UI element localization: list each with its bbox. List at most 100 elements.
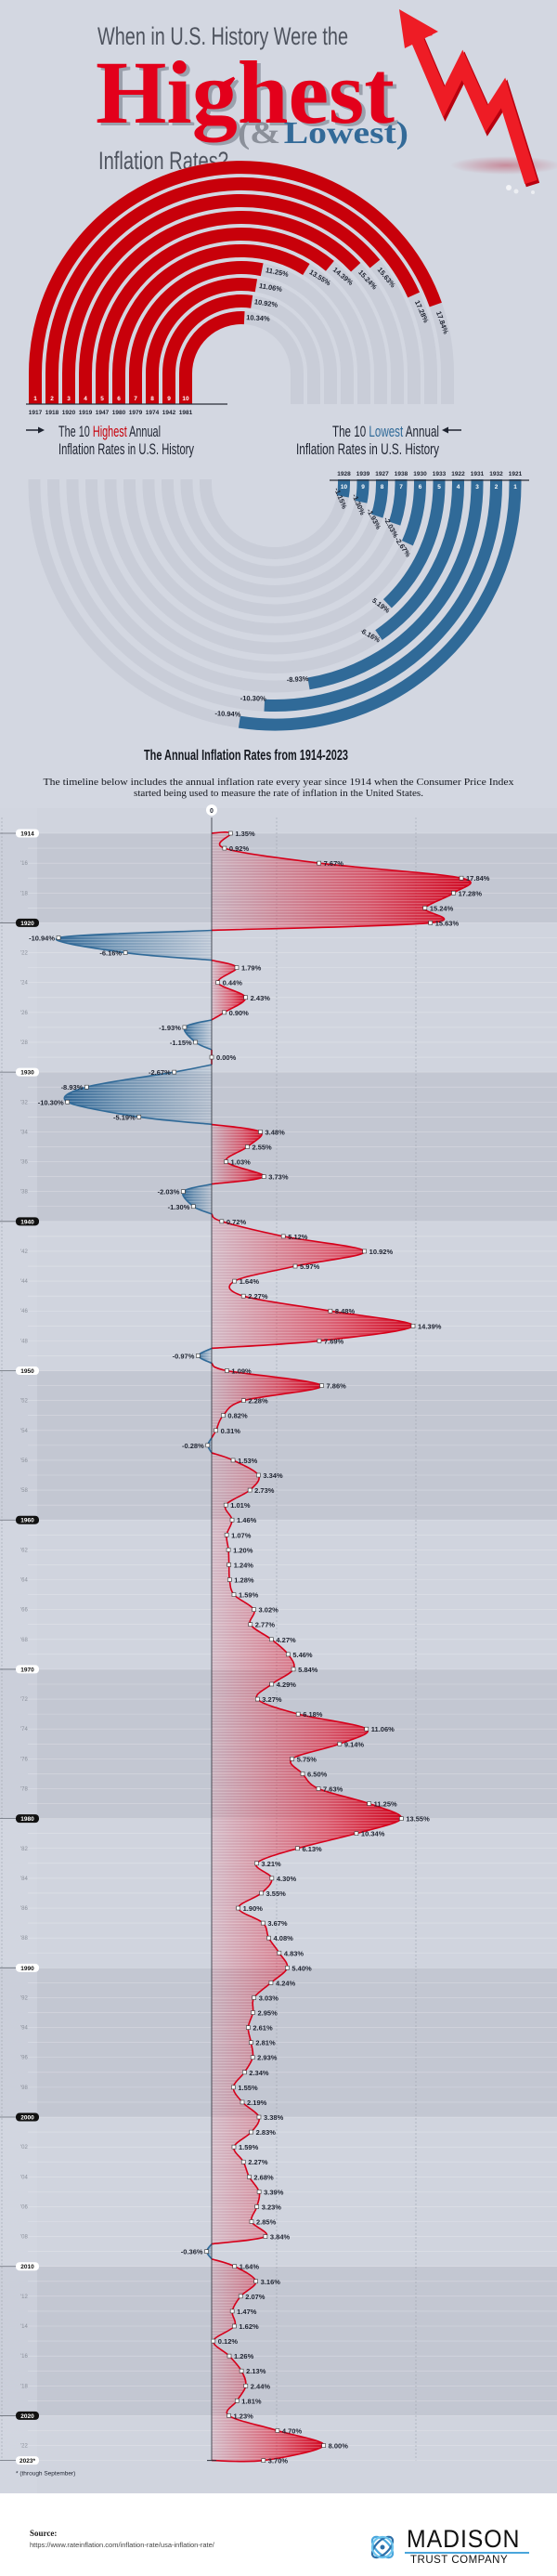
arc-value-label: 11.06% [258, 281, 282, 294]
timeline-description-line2: started being used to measure the rate o… [134, 789, 423, 799]
decade-label: 1960 [20, 1518, 34, 1524]
data-label-1930: -2.67% [149, 1068, 171, 1077]
year-label: 1938 [395, 471, 408, 477]
data-label-1995: 2.81% [255, 2039, 276, 2047]
data-point-1976 [290, 1757, 295, 1761]
year-label: 1917 [29, 410, 43, 416]
data-label-1969: 5.46% [292, 1651, 313, 1659]
data-label-2006: 3.23% [262, 2203, 282, 2211]
timeline-title: The Annual Inflation Rates from 1914-202… [144, 748, 348, 764]
data-point-2002 [231, 2144, 237, 2150]
data-point-1988 [266, 1935, 271, 1941]
year-tick-label: '48 [20, 1339, 28, 1344]
year-label: 1947 [96, 410, 110, 416]
data-label-1915: 0.92% [229, 844, 250, 853]
year-label: 1974 [146, 410, 160, 416]
ribbon-texture [64, 1065, 213, 1125]
data-point-2012 [238, 2294, 243, 2299]
data-label-2004: 2.68% [253, 2173, 274, 2181]
data-label-2021: 4.70% [282, 2426, 303, 2435]
year-tick-label: '74 [20, 1727, 28, 1733]
data-label-1948: 7.69% [324, 1337, 344, 1345]
title-line1: When in U.S. History Were the [97, 22, 348, 50]
year-tick-label: '14 [20, 2324, 28, 2330]
data-point-1934 [258, 1130, 263, 1134]
rank-label: 7 [134, 396, 137, 402]
year-tick-label: '06 [20, 2204, 28, 2210]
arc-bar-1927 [370, 479, 388, 518]
year-label: 1921 [509, 471, 523, 477]
data-label-1955: -0.28% [182, 1442, 204, 1450]
data-point-1974 [364, 1726, 369, 1732]
data-point-1963 [227, 1563, 231, 1567]
decade-label: 2023* [19, 2458, 35, 2465]
data-point-1953 [221, 1413, 226, 1419]
data-label-1946: 8.48% [335, 1307, 356, 1315]
decade-label: 1920 [20, 921, 34, 927]
data-label-1982: 6.13% [302, 1845, 322, 1853]
data-label-2002: 1.59% [239, 2143, 259, 2151]
data-point-2018 [243, 2383, 249, 2388]
year-tick-label: '08 [20, 2235, 28, 2241]
data-point-1978 [316, 1786, 321, 1791]
data-label-2019: 1.81% [241, 2397, 262, 2405]
amp: & [250, 116, 280, 150]
year-label: 1922 [451, 471, 465, 477]
ribbon-edge [181, 1183, 213, 1215]
data-point-1941 [280, 1234, 286, 1239]
decade-pill [16, 1515, 39, 1524]
data-label-1926: 0.90% [229, 1009, 250, 1017]
data-point-1992 [252, 1995, 256, 2000]
decade-label: 2020 [20, 2413, 34, 2420]
data-point-1955 [205, 1443, 211, 1448]
data-point-1919 [422, 906, 428, 910]
data-point-1918 [451, 890, 456, 896]
year-label: 1942 [162, 410, 176, 416]
data-point-2014 [232, 2323, 237, 2329]
data-label-1943: 5.97% [300, 1262, 320, 1271]
data-label-1937: 3.73% [268, 1173, 289, 1182]
rank-label: 1 [33, 396, 37, 402]
rank-label: 9 [361, 484, 365, 490]
data-point-1958 [247, 1487, 253, 1493]
data-label-1936: 1.03% [231, 1158, 252, 1167]
data-point-1940 [219, 1219, 225, 1224]
ribbon-texture [198, 1348, 212, 1364]
data-point-1950 [225, 1368, 229, 1373]
data-point-1986 [236, 1905, 240, 1911]
data-point-1972 [255, 1696, 260, 1702]
data-label-1977: 6.50% [307, 1770, 328, 1778]
data-label-1963: 1.24% [234, 1561, 254, 1569]
source-link[interactable]: https://www.rateinflation.com/inflation-… [30, 2541, 214, 2549]
arrow-right-icon [26, 426, 45, 434]
data-point-1917 [459, 875, 464, 881]
data-point-1935 [245, 1144, 250, 1149]
data-point-2001 [249, 2129, 253, 2135]
data-point-1933 [136, 1115, 142, 1119]
data-label-2009: -0.36% [181, 2248, 203, 2256]
decade-label: 1970 [20, 1667, 34, 1673]
data-label-1942: 10.92% [369, 1248, 394, 1256]
data-point-1916 [317, 860, 321, 866]
year-tick-label: '02 [20, 2145, 28, 2151]
left-fade [0, 808, 37, 2493]
data-label-1983: 3.21% [261, 1860, 281, 1868]
year-tick-label: '34 [20, 1130, 28, 1135]
data-point-2004 [247, 2175, 252, 2179]
data-label-2020: 1.23% [234, 2412, 254, 2420]
highest-caption-pre: The 10 [58, 423, 93, 440]
data-label-1934: 3.48% [265, 1128, 285, 1136]
logo-divider [405, 2552, 529, 2554]
arc-bar-1918 [45, 177, 421, 404]
data-point-1931 [84, 1084, 89, 1090]
data-point-1985 [259, 1890, 264, 1896]
rank-label: 8 [150, 396, 154, 402]
arc-track [200, 479, 350, 559]
data-label-1927: -1.93% [159, 1024, 181, 1032]
data-point-1956 [230, 1458, 236, 1463]
year-tick-label: '12 [20, 2295, 28, 2300]
year-tick-label: '38 [20, 1190, 28, 1196]
ribbon-texture [212, 1363, 322, 1438]
year-label: 1930 [413, 471, 427, 477]
rank-label: 3 [475, 484, 479, 490]
